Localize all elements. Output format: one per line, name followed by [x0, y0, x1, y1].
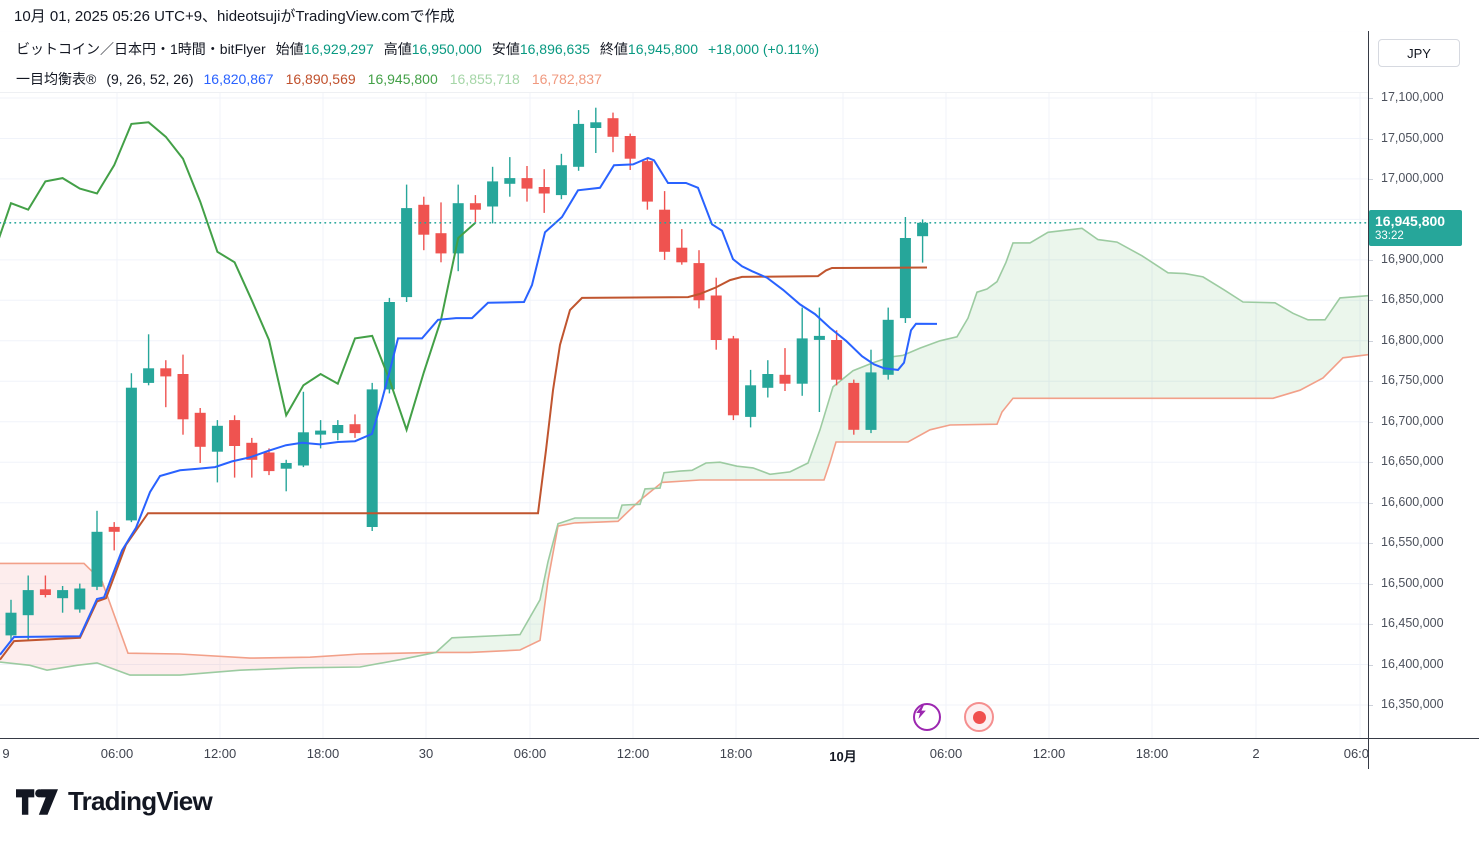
price-tick: 16,450,000 [1381, 616, 1444, 631]
price-tick: 16,400,000 [1381, 656, 1444, 671]
time-tick: 06:00 [513, 746, 547, 761]
axis-separator [1368, 31, 1369, 769]
currency-toggle-button[interactable]: JPY [1378, 39, 1460, 67]
time-tick: 10月 [829, 749, 857, 764]
brand-name: TradingView [68, 786, 213, 816]
time-tick: 30 [418, 746, 434, 761]
price-tick: 17,050,000 [1381, 130, 1444, 145]
record-dot-icon [972, 710, 986, 724]
ohlc-item: 始値16,929,297 [275, 40, 374, 57]
time-tick: 12:00 [616, 746, 650, 761]
tick-mark [1369, 462, 1373, 464]
ichimoku-values: 16,820,867 16,890,569 16,945,800 16,855,718… [204, 71, 614, 87]
lightning-icon [916, 705, 926, 719]
time-tick: 06:00 [100, 746, 134, 761]
indicator-params: (9, 26, 52, 26) [106, 71, 194, 87]
legend-symbol-row[interactable]: ビットコイン／日本円・1時間・bitFlyer 始値16,929,297 高値16… [0, 31, 1368, 67]
price-tick: 16,500,000 [1381, 575, 1444, 590]
record-button[interactable] [964, 702, 994, 732]
time-tick: 9 [2, 746, 10, 761]
ichimoku-value: 16,890,569 [285, 71, 356, 87]
tick-mark [1369, 340, 1373, 342]
creation-note-bar: 10月 01, 2025 05:26 UTC+9、hideotsujiがTrad… [0, 0, 1479, 32]
legend-ichimoku-row[interactable]: 一目均衡表® (9, 26, 52, 26) 16,820,867 16,890,… [0, 66, 1368, 93]
tick-mark [1369, 178, 1373, 180]
time-tick: 18:00 [719, 746, 753, 761]
tick-mark [1369, 98, 1373, 99]
time-tick-labels: 9 06:00 12:00 18:00 30 06:00 12:00 18:00 10月 06:0… [0, 739, 1368, 770]
current-price-label: 16,945,800 33:22 [1369, 209, 1462, 246]
tick-mark [1369, 705, 1373, 706]
price-tick: 16,800,000 [1381, 332, 1444, 347]
price-change: +18,000 (+0.11%) [708, 40, 820, 57]
price-tick: 16,750,000 [1381, 373, 1444, 388]
price-tick: 16,900,000 [1381, 251, 1444, 266]
creation-note: 10月 01, 2025 05:26 UTC+9、hideotsujiがTrad… [14, 8, 455, 25]
tick-mark [1369, 259, 1373, 261]
ichimoku-value: 16,855,718 [449, 71, 520, 87]
tick-mark [1369, 300, 1373, 302]
tick-mark [1369, 381, 1373, 383]
tick-mark [1369, 138, 1373, 140]
tick-mark [1369, 664, 1373, 666]
time-tick: 12:00 [203, 746, 237, 761]
ohlc-values: 始値16,929,297 高値16,950,000 安値16,896,635 終値16… [276, 39, 829, 59]
time-tick: 2 [1252, 746, 1260, 761]
ohlc-item: 安値16,896,635 [491, 40, 590, 57]
ichimoku-value: 16,782,837 [531, 71, 602, 87]
price-tick: 16,600,000 [1381, 494, 1444, 509]
indicator-title[interactable]: 一目均衡表® [16, 71, 97, 87]
time-tick: 18:00 [306, 746, 340, 761]
bar-countdown: 33:22 [1375, 229, 1404, 242]
price-tick: 17,100,000 [1381, 90, 1444, 104]
price-axis[interactable]: JPY 17,100,000 17,050,000 17,000,000 16,900… [1369, 31, 1479, 738]
price-chart-canvas[interactable] [0, 31, 1368, 738]
price-tick: 16,700,000 [1381, 413, 1444, 428]
ichimoku-value: 16,820,867 [203, 71, 274, 87]
price-tick: 16,850,000 [1381, 292, 1444, 307]
tick-mark [1369, 624, 1373, 626]
ohlc-item: 高値16,950,000 [383, 40, 482, 57]
footer: TradingView [0, 769, 1479, 843]
tick-mark [1369, 543, 1373, 545]
price-tick: 16,350,000 [1381, 697, 1444, 711]
chart-area[interactable]: ビットコイン／日本円・1時間・bitFlyer 始値16,929,297 高値16… [0, 31, 1368, 738]
tick-mark [1369, 502, 1373, 504]
time-tick: 12:00 [1032, 746, 1066, 761]
time-tick: 06:00 [929, 746, 963, 761]
symbol-title[interactable]: ビットコイン／日本円・1時間・bitFlyer [16, 40, 266, 57]
time-tick: 06:00 [1343, 746, 1368, 761]
flash-lightning-button[interactable] [913, 703, 941, 731]
tradingview-mark-icon [16, 788, 58, 815]
ohlc-item: 終値16,945,800 [599, 40, 698, 57]
current-price-value: 16,945,800 [1375, 212, 1446, 229]
tradingview-logo[interactable]: TradingView [16, 786, 213, 817]
price-tick: 17,000,000 [1381, 170, 1444, 185]
tick-mark [1369, 583, 1373, 585]
tick-mark [1369, 421, 1373, 423]
time-tick: 18:00 [1135, 746, 1169, 761]
price-tick: 16,550,000 [1381, 535, 1444, 550]
price-tick: 16,650,000 [1381, 454, 1444, 469]
ichimoku-value: 16,945,800 [367, 71, 438, 87]
time-axis[interactable]: 9 06:00 12:00 18:00 30 06:00 12:00 18:00 10月 06:0… [0, 738, 1479, 771]
